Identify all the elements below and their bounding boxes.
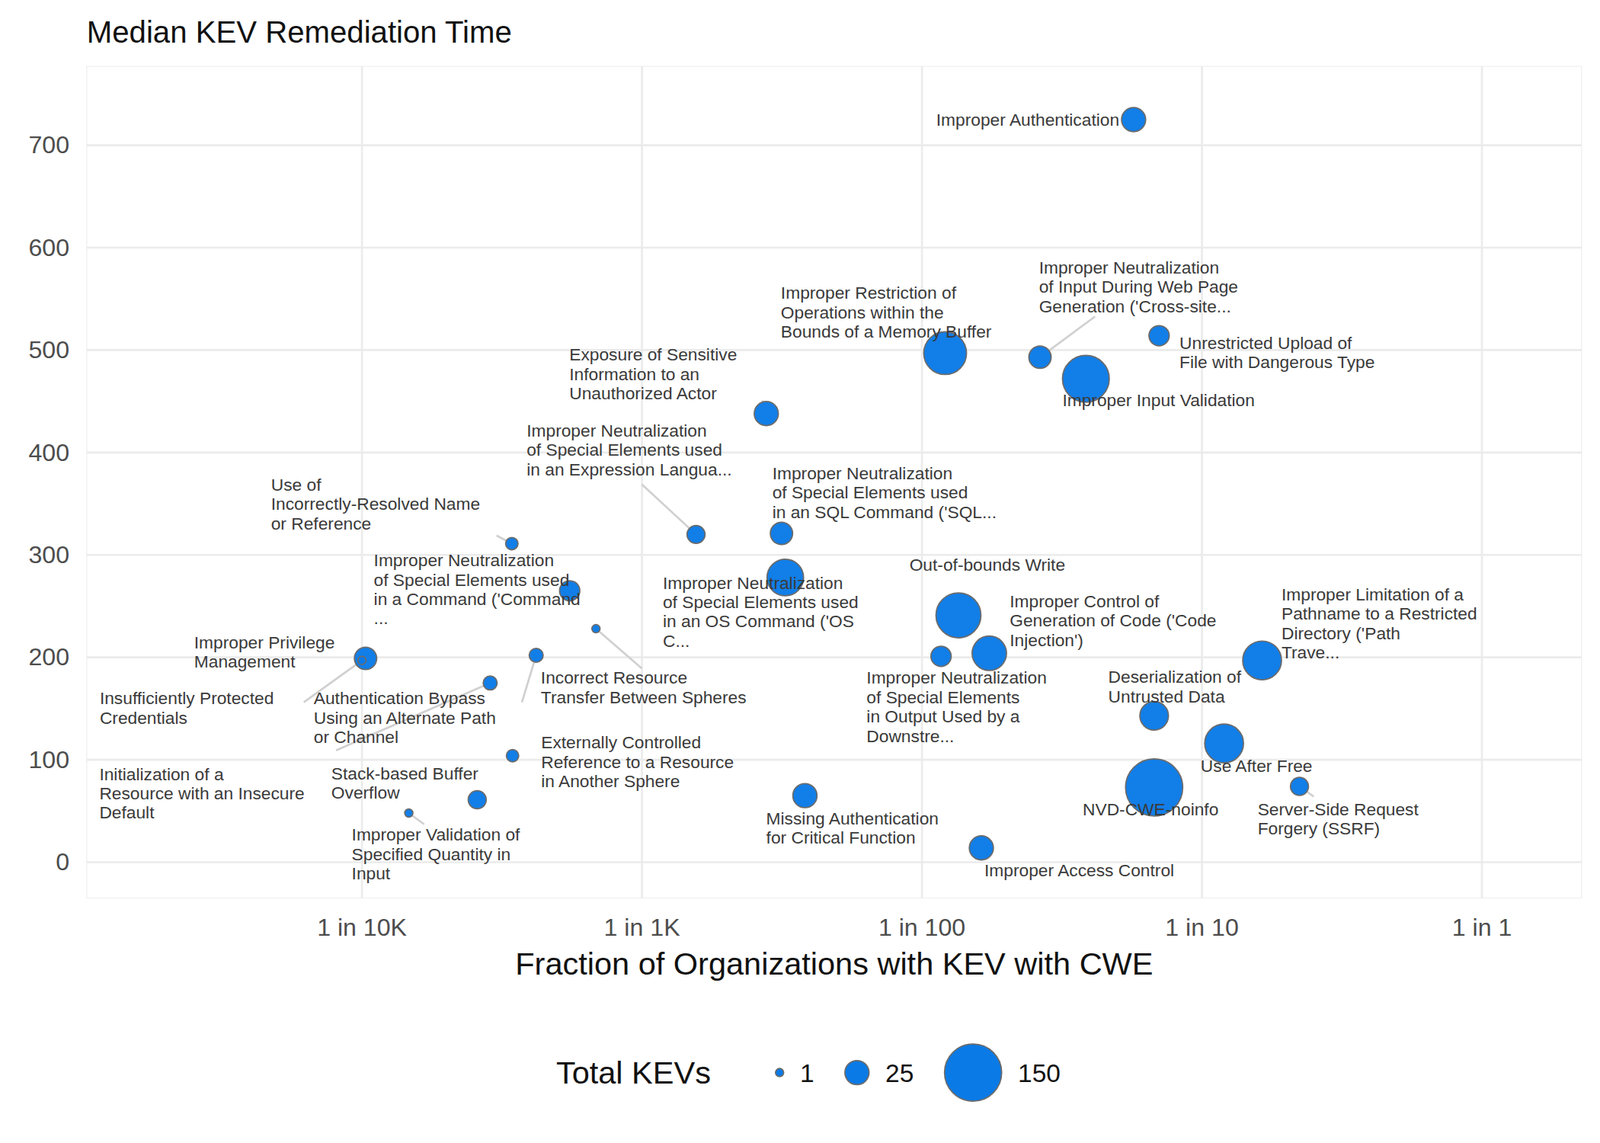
y-tick-label: 300 — [28, 540, 70, 569]
leader-line — [642, 484, 697, 535]
point-label: Authentication BypassUsing an Alternate … — [313, 688, 496, 747]
point-label: Use ofIncorrectly-Resolved Nameor Refere… — [271, 474, 480, 534]
point-label: Initialization of aResource with an Inse… — [99, 764, 304, 823]
x-tick-label: 1 in 100 — [878, 913, 966, 941]
y-tick-label: 200 — [28, 643, 70, 671]
title: Median KEV Remediation Time — [86, 15, 512, 50]
bubble — [468, 790, 487, 810]
legend-label: 1 — [800, 1059, 815, 1088]
point-label: Improper Neutralizationof Input During W… — [1039, 257, 1239, 317]
x-tick-label: 1 in 1K — [604, 913, 682, 941]
bubble — [1121, 107, 1146, 132]
point-label: Improper Neutralizationof Special Elemen… — [772, 463, 997, 522]
grid-line-y — [86, 451, 1582, 454]
y-tick-label: 100 — [28, 745, 70, 774]
y-tick-label: 0 — [55, 848, 70, 876]
bubble — [1290, 777, 1309, 796]
point-label: Insufficiently ProtectedCredentials — [99, 688, 274, 727]
point-label: Improper PrivilegeManagement — [194, 632, 336, 672]
y-tick-label: 700 — [28, 131, 70, 159]
chart: Median KEV Remediation Time 0 100 200 300 400… — [0, 0, 1600, 1143]
grid-line-y — [86, 553, 1582, 557]
bubble — [972, 636, 1007, 671]
x-tick-label: 1 in 1 — [1452, 913, 1513, 941]
grid-line-y — [86, 758, 1582, 762]
bubble — [404, 809, 413, 818]
legend: Total KEVs 1 25 150 — [556, 1043, 1061, 1101]
point-label: Improper Authentication — [936, 109, 1120, 130]
point-label: Deserialization ofUntrusted Data — [1108, 666, 1242, 706]
bubble — [935, 592, 981, 638]
y-tick-label: 400 — [28, 438, 70, 467]
y-tick-label: 500 — [28, 336, 70, 364]
bubble — [793, 783, 818, 808]
bubble — [358, 656, 367, 665]
x-tick-label: 1 in 10K — [316, 913, 407, 941]
leader-line — [595, 628, 642, 669]
point-label: Improper Access Control — [984, 860, 1175, 880]
point-label: Improper Limitation of aPathname to a Re… — [1281, 584, 1478, 663]
bubble — [506, 749, 519, 762]
point-label: Improper Control ofGeneration of Code ('… — [1009, 591, 1216, 650]
y-tick-label: 600 — [28, 233, 70, 262]
bubble — [770, 521, 793, 544]
grid-line-x — [1481, 66, 1484, 899]
point-label: Externally ControlledReference to a Reso… — [540, 732, 734, 791]
legend-label: 25 — [885, 1059, 914, 1088]
points — [354, 107, 1309, 860]
bubble — [483, 675, 497, 690]
point-label: Improper Input Validation — [1062, 390, 1255, 410]
point-label: Improper Neutralizationof Special Elemen… — [662, 572, 859, 651]
grid-line-y — [86, 144, 1582, 147]
bubble — [592, 624, 601, 634]
point-label: Improper Neutralizationof Special Elemen… — [866, 667, 1047, 746]
bubble — [1242, 640, 1282, 680]
point-label: Exposure of SensitiveInformation to anUn… — [569, 344, 737, 404]
point-label: Use After Free — [1200, 755, 1313, 776]
legend-bubble — [944, 1043, 1002, 1101]
point-label: Improper Neutralizationof Special Elemen… — [526, 420, 732, 480]
point-label: Improper Neutralizationof Special Elemen… — [374, 550, 581, 628]
bubble — [754, 401, 779, 426]
point-label: Stack-based BufferOverflow — [331, 763, 479, 803]
plot-frame — [86, 66, 1582, 899]
point-label: Incorrect ResourceTransfer Between Spher… — [540, 667, 747, 707]
point-label: Improper Validation ofSpecified Quantity… — [352, 824, 522, 884]
point-label: Unrestricted Upload ofFile with Dangerou… — [1179, 332, 1375, 372]
bubble — [969, 835, 994, 861]
point-label: NVD-CWE-noinfo — [1082, 799, 1219, 820]
legend-label: 150 — [1017, 1059, 1061, 1088]
x-tick-label: 1 in 10 — [1164, 913, 1239, 941]
point-labels: Improper Authentication Improper Restrict… — [99, 109, 1477, 884]
legend-bubble — [844, 1060, 870, 1085]
grid-line-y — [86, 656, 1582, 659]
legend-title: Total KEVs — [556, 1054, 711, 1091]
point-label: Server-Side RequestForgery (SSRF) — [1257, 799, 1420, 839]
point-label: Out-of-bounds Write — [909, 554, 1066, 575]
bubble — [687, 525, 706, 544]
legend-bubble — [775, 1068, 784, 1077]
leader-lines — [304, 316, 1315, 824]
x-axis-title: Fraction of Organizations with KEV with … — [515, 945, 1153, 982]
bubble — [1028, 345, 1051, 368]
bubble — [529, 648, 544, 663]
bubble — [505, 537, 519, 550]
point-label: Improper Restriction ofOperations within… — [780, 282, 992, 342]
point-label: Missing Authenticationfor Critical Funct… — [766, 808, 939, 848]
grid-line-y — [86, 860, 1582, 864]
grid-line-y — [86, 246, 1582, 250]
grid-line-y — [86, 348, 1582, 352]
bubble — [931, 646, 952, 667]
bubble — [1148, 325, 1170, 346]
bubble — [354, 646, 377, 669]
